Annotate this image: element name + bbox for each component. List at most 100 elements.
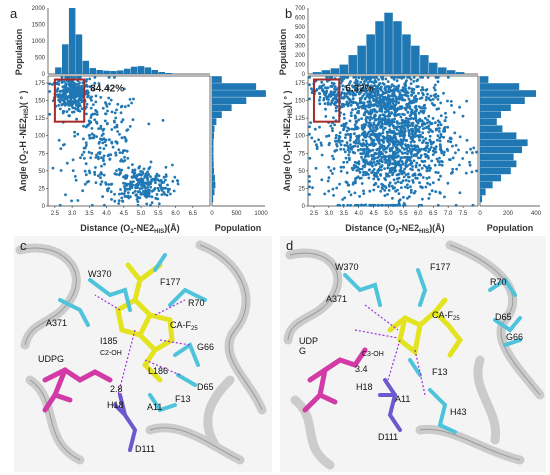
scatter-point — [371, 164, 374, 168]
scatter-point — [121, 151, 124, 155]
scatter-point — [354, 107, 358, 111]
scatter-point — [408, 147, 412, 151]
label-caf-c: CA-F25 — [170, 320, 198, 332]
scatter-point — [101, 195, 104, 199]
scatter-point — [437, 178, 441, 182]
scatter-point — [408, 195, 411, 199]
scatter-point — [107, 96, 111, 100]
right-hist-bar — [480, 132, 517, 140]
scatter-point — [438, 143, 442, 147]
scatter-point — [102, 137, 106, 141]
scatter-point — [128, 187, 132, 191]
scatter-point — [375, 175, 379, 179]
scatter-point — [94, 156, 98, 159]
scatter-point — [142, 192, 146, 196]
ligand-ca-f25 — [387, 297, 464, 358]
scatter-point — [78, 104, 82, 108]
scatter-point — [458, 163, 461, 167]
scatter-point — [381, 99, 385, 103]
top-hist-tick: 0 — [42, 72, 46, 78]
scatter-point — [94, 94, 98, 98]
scatter-point — [451, 167, 455, 171]
highlight-box — [53, 78, 86, 123]
scatter-point — [394, 95, 398, 99]
scatter-point — [343, 196, 347, 200]
panel-d-label: d — [286, 238, 293, 253]
scatter-point — [458, 191, 462, 195]
scatter-point — [132, 173, 136, 176]
scatter-point — [392, 120, 396, 124]
scatter-point — [341, 198, 344, 201]
top-hist-tick: 0 — [302, 72, 306, 78]
label-d65-d: D65 — [495, 312, 512, 322]
scatter-point — [78, 88, 82, 92]
scatter-point — [388, 90, 391, 94]
label-r70-c: R70 — [188, 298, 205, 308]
top-hist-bar — [55, 67, 62, 74]
scatter-point — [75, 82, 79, 86]
scatter-point — [362, 92, 366, 96]
scatter-point — [419, 185, 422, 189]
scatter-point — [409, 82, 413, 86]
scatter-point — [99, 96, 103, 99]
scatter-point — [126, 187, 130, 191]
residue-sticks — [343, 268, 522, 434]
scatter-point — [403, 119, 406, 123]
scatter-point — [464, 171, 468, 175]
scatter-point — [342, 160, 346, 164]
scatter-point — [398, 198, 402, 202]
scatter-point — [164, 173, 168, 177]
scatter-point — [118, 132, 121, 136]
scatter-point — [375, 85, 378, 89]
scatter-point — [393, 117, 396, 121]
scatter-point — [114, 153, 118, 157]
scatter-point — [332, 157, 335, 161]
scatter-point — [367, 112, 371, 116]
scatter-point — [451, 144, 454, 148]
scatter-point — [428, 183, 432, 186]
scatter-point — [375, 96, 379, 100]
scatter-point — [131, 191, 135, 195]
scatter-point — [438, 136, 442, 140]
scatter-point — [394, 155, 398, 158]
scatter-point — [361, 158, 365, 162]
scatter-point — [383, 185, 387, 188]
scatter-point — [429, 122, 432, 126]
scatter-point — [349, 145, 353, 149]
scatter-point — [176, 179, 180, 183]
scatter-point — [130, 101, 134, 105]
scatter-point — [383, 126, 387, 130]
scatter-point — [150, 180, 153, 183]
scatter-point — [336, 92, 339, 96]
scatter-point — [423, 106, 427, 110]
scatter-point — [89, 106, 93, 110]
scatter-point — [427, 156, 430, 160]
scatter-point — [465, 99, 469, 103]
scatter-point — [403, 167, 407, 171]
scatter-point — [417, 173, 421, 177]
scatter-point — [404, 165, 408, 169]
scatter-point — [71, 158, 75, 162]
scatter-point — [360, 155, 363, 159]
top-hist-bar — [411, 45, 420, 74]
scatter-point — [378, 162, 381, 166]
scatter-point — [84, 146, 87, 150]
scatter-point — [67, 95, 70, 98]
scatter-point — [73, 134, 77, 138]
scatter-point — [95, 153, 98, 157]
right-hist-bar — [480, 160, 517, 168]
top-hist-bar — [357, 45, 366, 74]
scatter-point — [115, 173, 118, 176]
right-hist-bar — [212, 188, 215, 196]
hbond-lines — [94, 294, 191, 396]
scatter-point — [433, 103, 436, 107]
scatter-point — [374, 89, 378, 93]
scatter-point — [365, 115, 369, 119]
scatter-point — [365, 109, 369, 113]
scatter-point — [408, 107, 412, 110]
scatter-point — [85, 102, 89, 106]
scatter-point — [366, 100, 370, 104]
scatter-point — [343, 144, 347, 147]
label-a11-c: A11 — [147, 402, 162, 412]
scatter-point — [436, 134, 440, 138]
